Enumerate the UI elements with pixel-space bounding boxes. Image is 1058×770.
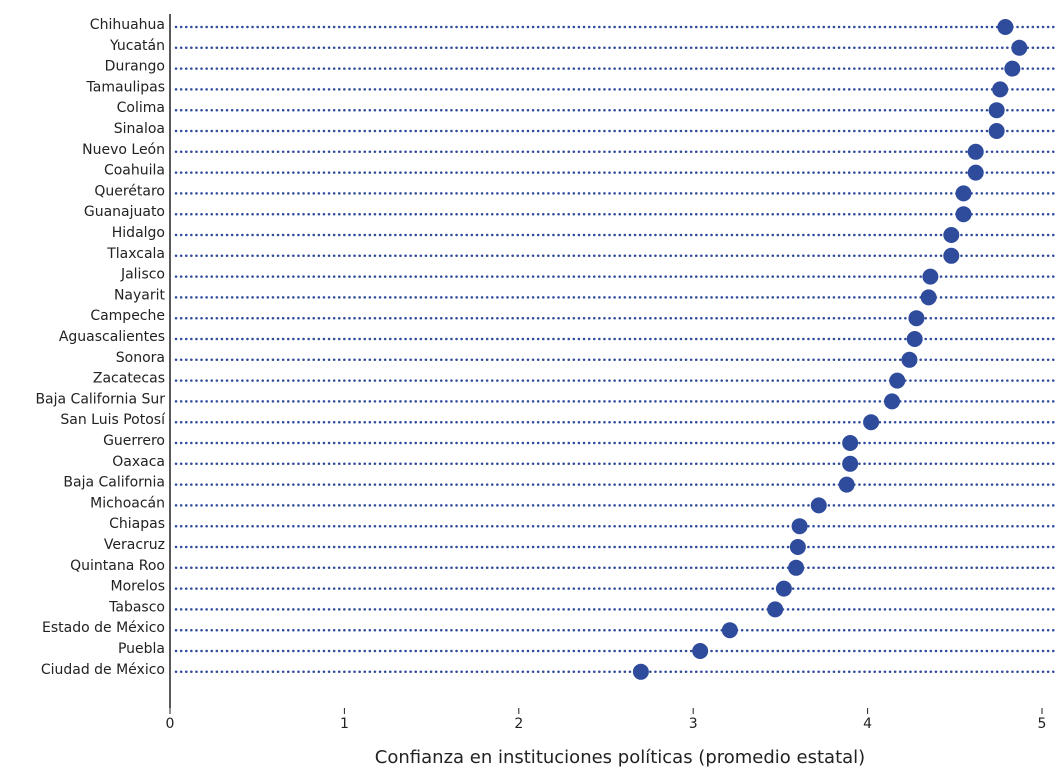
dot bbox=[906, 331, 923, 347]
y-tick-label: Guanajuato bbox=[84, 204, 165, 220]
y-tick-label: Yucatán bbox=[109, 38, 165, 54]
y-tick-label: Hidalgo bbox=[112, 225, 165, 241]
y-tick-label: Baja California Sur bbox=[35, 391, 165, 407]
y-tick-label: Baja California bbox=[63, 475, 165, 491]
y-tick-label: Michoacán bbox=[90, 495, 165, 511]
y-tick-label: Quintana Roo bbox=[70, 558, 165, 574]
dot bbox=[967, 143, 984, 160]
x-tick-label: 1 bbox=[340, 716, 349, 732]
dot bbox=[791, 518, 808, 535]
y-tick-label: Estado de México bbox=[42, 620, 165, 636]
y-tick-label: Querétaro bbox=[94, 183, 165, 199]
y-tick-label: San Luis Potosí bbox=[60, 412, 166, 428]
y-tick-label: Coahuila bbox=[104, 163, 165, 179]
y-tick-label: Chiapas bbox=[109, 516, 165, 532]
dot bbox=[810, 497, 827, 514]
dot bbox=[943, 247, 960, 264]
x-tick-label: 0 bbox=[166, 716, 175, 732]
dot bbox=[967, 164, 984, 181]
dot bbox=[767, 601, 784, 618]
dot bbox=[863, 414, 880, 431]
y-tick-label: Nuevo León bbox=[82, 142, 165, 158]
dot bbox=[992, 81, 1009, 98]
y-tick-label: Puebla bbox=[118, 641, 165, 657]
dot bbox=[988, 123, 1005, 139]
dot bbox=[943, 227, 960, 243]
dot bbox=[789, 539, 806, 555]
y-tick-label: Tabasco bbox=[108, 599, 165, 615]
dot bbox=[955, 206, 972, 223]
dot bbox=[908, 310, 925, 327]
y-tick-label: Chihuahua bbox=[90, 17, 165, 33]
dot bbox=[988, 102, 1005, 119]
y-tick-label: Jalisco bbox=[120, 267, 165, 283]
dot bbox=[997, 19, 1014, 35]
x-tick-label: 3 bbox=[689, 716, 698, 732]
dot bbox=[884, 393, 901, 410]
dot bbox=[1004, 60, 1021, 77]
y-tick-label: Oaxaca bbox=[112, 454, 165, 470]
y-tick-label: Guerrero bbox=[103, 433, 165, 449]
y-tick-label: Veracruz bbox=[104, 537, 165, 553]
dot bbox=[721, 622, 738, 639]
y-tick-label: Morelos bbox=[111, 579, 165, 595]
y-tick-label: Sonora bbox=[116, 350, 165, 366]
dot bbox=[775, 580, 792, 597]
dot bbox=[889, 372, 906, 389]
y-tick-label: Campeche bbox=[90, 308, 165, 324]
x-axis-title: Confianza en instituciones políticas (pr… bbox=[375, 747, 865, 768]
y-tick-label: Ciudad de México bbox=[41, 662, 165, 678]
dot bbox=[692, 643, 709, 659]
dot bbox=[842, 435, 859, 451]
y-tick-label: Durango bbox=[105, 59, 165, 75]
dot bbox=[788, 559, 805, 576]
dot bbox=[922, 268, 939, 285]
y-tick-label: Colima bbox=[117, 100, 165, 116]
dot bbox=[1011, 39, 1028, 56]
y-tick-label: Nayarit bbox=[114, 287, 166, 303]
y-tick-label: Tamaulipas bbox=[86, 79, 165, 95]
dot bbox=[838, 476, 855, 493]
y-tick-label: Aguascalientes bbox=[59, 329, 165, 345]
y-tick-label: Sinaloa bbox=[114, 121, 165, 137]
x-tick-label: 5 bbox=[1038, 716, 1047, 732]
dot bbox=[901, 351, 918, 368]
dot bbox=[920, 289, 937, 306]
dot bbox=[842, 455, 859, 472]
dot bbox=[632, 663, 649, 680]
x-tick-label: 2 bbox=[514, 716, 523, 732]
x-tick-label: 4 bbox=[863, 716, 872, 732]
y-tick-label: Tlaxcala bbox=[106, 246, 165, 262]
y-tick-label: Zacatecas bbox=[93, 371, 165, 387]
dot bbox=[955, 185, 972, 202]
